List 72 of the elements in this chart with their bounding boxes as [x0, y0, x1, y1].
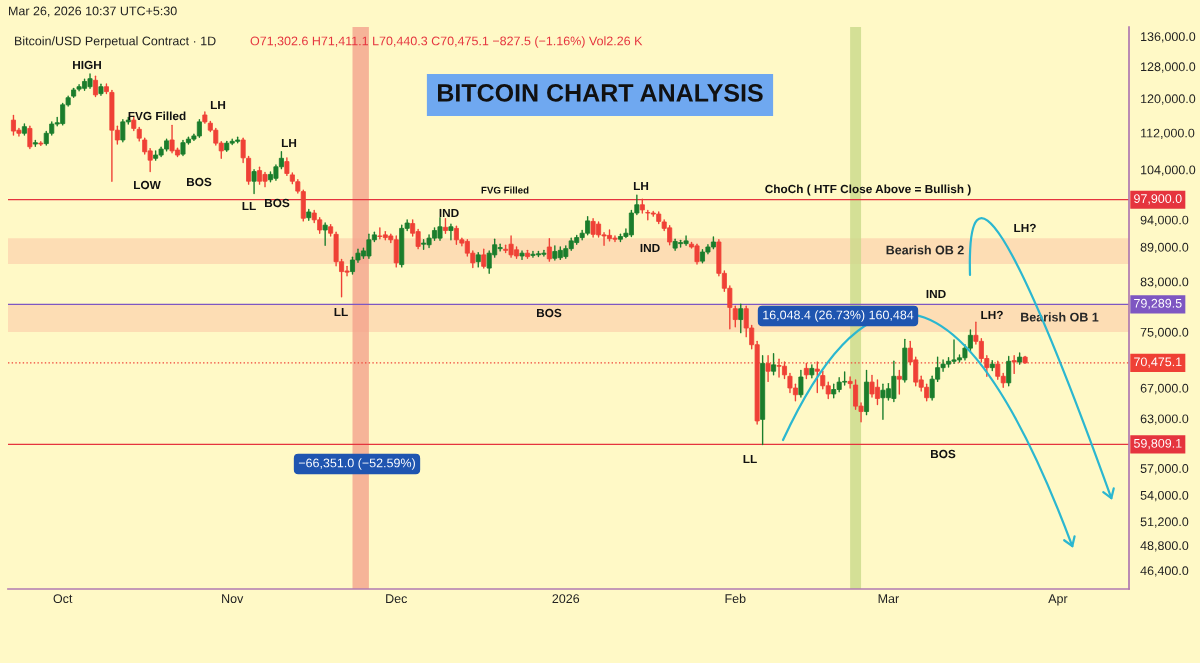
y-tick-label: 57,000.0 [1140, 464, 1189, 475]
annotation: LH [633, 181, 649, 191]
y-tick-label: 51,200.0 [1140, 517, 1189, 528]
annotation: FVG Filled [481, 186, 529, 194]
ref-line-label: 59,809.1 [1133, 438, 1182, 450]
candlestick [896, 369, 902, 395]
annotation: LH [210, 100, 226, 110]
candlestick [1006, 355, 1012, 387]
candlestick [246, 155, 252, 185]
candlestick [732, 305, 738, 328]
y-tick-label: 54,000.0 [1140, 490, 1189, 502]
annotation: FVG Filled [128, 111, 186, 121]
x-tick-label: Dec [386, 594, 408, 604]
y-tick-label: 94,000.0 [1140, 215, 1189, 226]
y-tick-label: 104,000.0 [1141, 165, 1196, 176]
ref-line-label: 97,900.0 [1134, 194, 1182, 205]
annotation: ChoCh ( HTF Close Above = Bullish ) [765, 184, 971, 196]
x-tick-label: 2026 [552, 594, 580, 604]
annotation: LH [281, 138, 297, 148]
ref-line-label: 79,289.5 [1134, 298, 1182, 310]
annotation: LL [334, 307, 348, 317]
y-tick-label: 75,000.0 [1140, 327, 1189, 339]
candlestick [251, 168, 257, 195]
y-tick-label: 63,000.0 [1140, 414, 1189, 425]
annotation: LH? [981, 310, 1003, 320]
candlestick [92, 75, 98, 98]
candlestick [27, 125, 33, 150]
y-tick-label: 46,400.0 [1140, 566, 1189, 577]
candlestick [546, 237, 552, 262]
candlestick [240, 137, 246, 164]
annotation: BOS [537, 308, 562, 318]
annotation: 16,048.4 (26.73%) 160,484 [763, 310, 914, 322]
y-tick-label: 83,000.0 [1140, 277, 1189, 288]
y-tick-label: 128,000.0 [1141, 62, 1196, 73]
candlestick [448, 223, 454, 241]
candlestick [322, 222, 328, 247]
y-tick-label: 89,000.0 [1140, 242, 1189, 254]
band-label: Bearish OB 2 [886, 245, 964, 255]
x-tick-label: Feb [725, 593, 746, 604]
annotation: IND [640, 243, 660, 253]
annotation: LL [242, 201, 256, 211]
x-tick-label: Nov [222, 594, 244, 604]
annotation: LL [743, 454, 757, 464]
candlestick [847, 376, 853, 389]
candlestick [967, 329, 973, 352]
annotation: LOW [134, 180, 161, 190]
annotation: HIGH [73, 60, 101, 70]
ref-line-label: 70,475.1 [1134, 357, 1182, 368]
text: Mar 26, 2026 10:37 UTC+5:30 [9, 6, 177, 17]
x-tick-label: Apr [1048, 594, 1068, 606]
y-tick-label: 112,000.0 [1141, 128, 1195, 139]
y-tick-label: 48,800.0 [1140, 541, 1189, 552]
annotation: BOS [187, 177, 212, 187]
y-tick-label: 120,000.0 [1141, 94, 1196, 105]
candlestick [481, 248, 487, 269]
annotation: LH? [1014, 223, 1036, 233]
annotation: BOS [265, 198, 290, 208]
candlestick [798, 369, 804, 398]
annotation: O71,302.6 H71,411.1 L70,440.3 C70,475.1 −827.5 (−1.16%) Vol2.26 K [250, 36, 643, 48]
annotation: BOS [931, 449, 956, 459]
x-tick-label: Oct [53, 594, 73, 604]
text: Bitcoin/USD Perpetual Contract · 1D [15, 36, 216, 48]
annotation: IND [926, 289, 946, 299]
candlestick [771, 352, 777, 376]
text: BITCOIN CHART ANALYSIS [438, 84, 763, 102]
y-tick-label: 67,000.0 [1140, 383, 1189, 395]
candlestick [738, 303, 744, 334]
annotation: −66,351.0 (−52.59%) [298, 458, 415, 470]
annotation: IND [439, 208, 459, 218]
x-tick-label: Mar [878, 594, 899, 604]
candlestick [519, 250, 525, 261]
y-tick-label: 136,000.0 [1141, 32, 1196, 43]
